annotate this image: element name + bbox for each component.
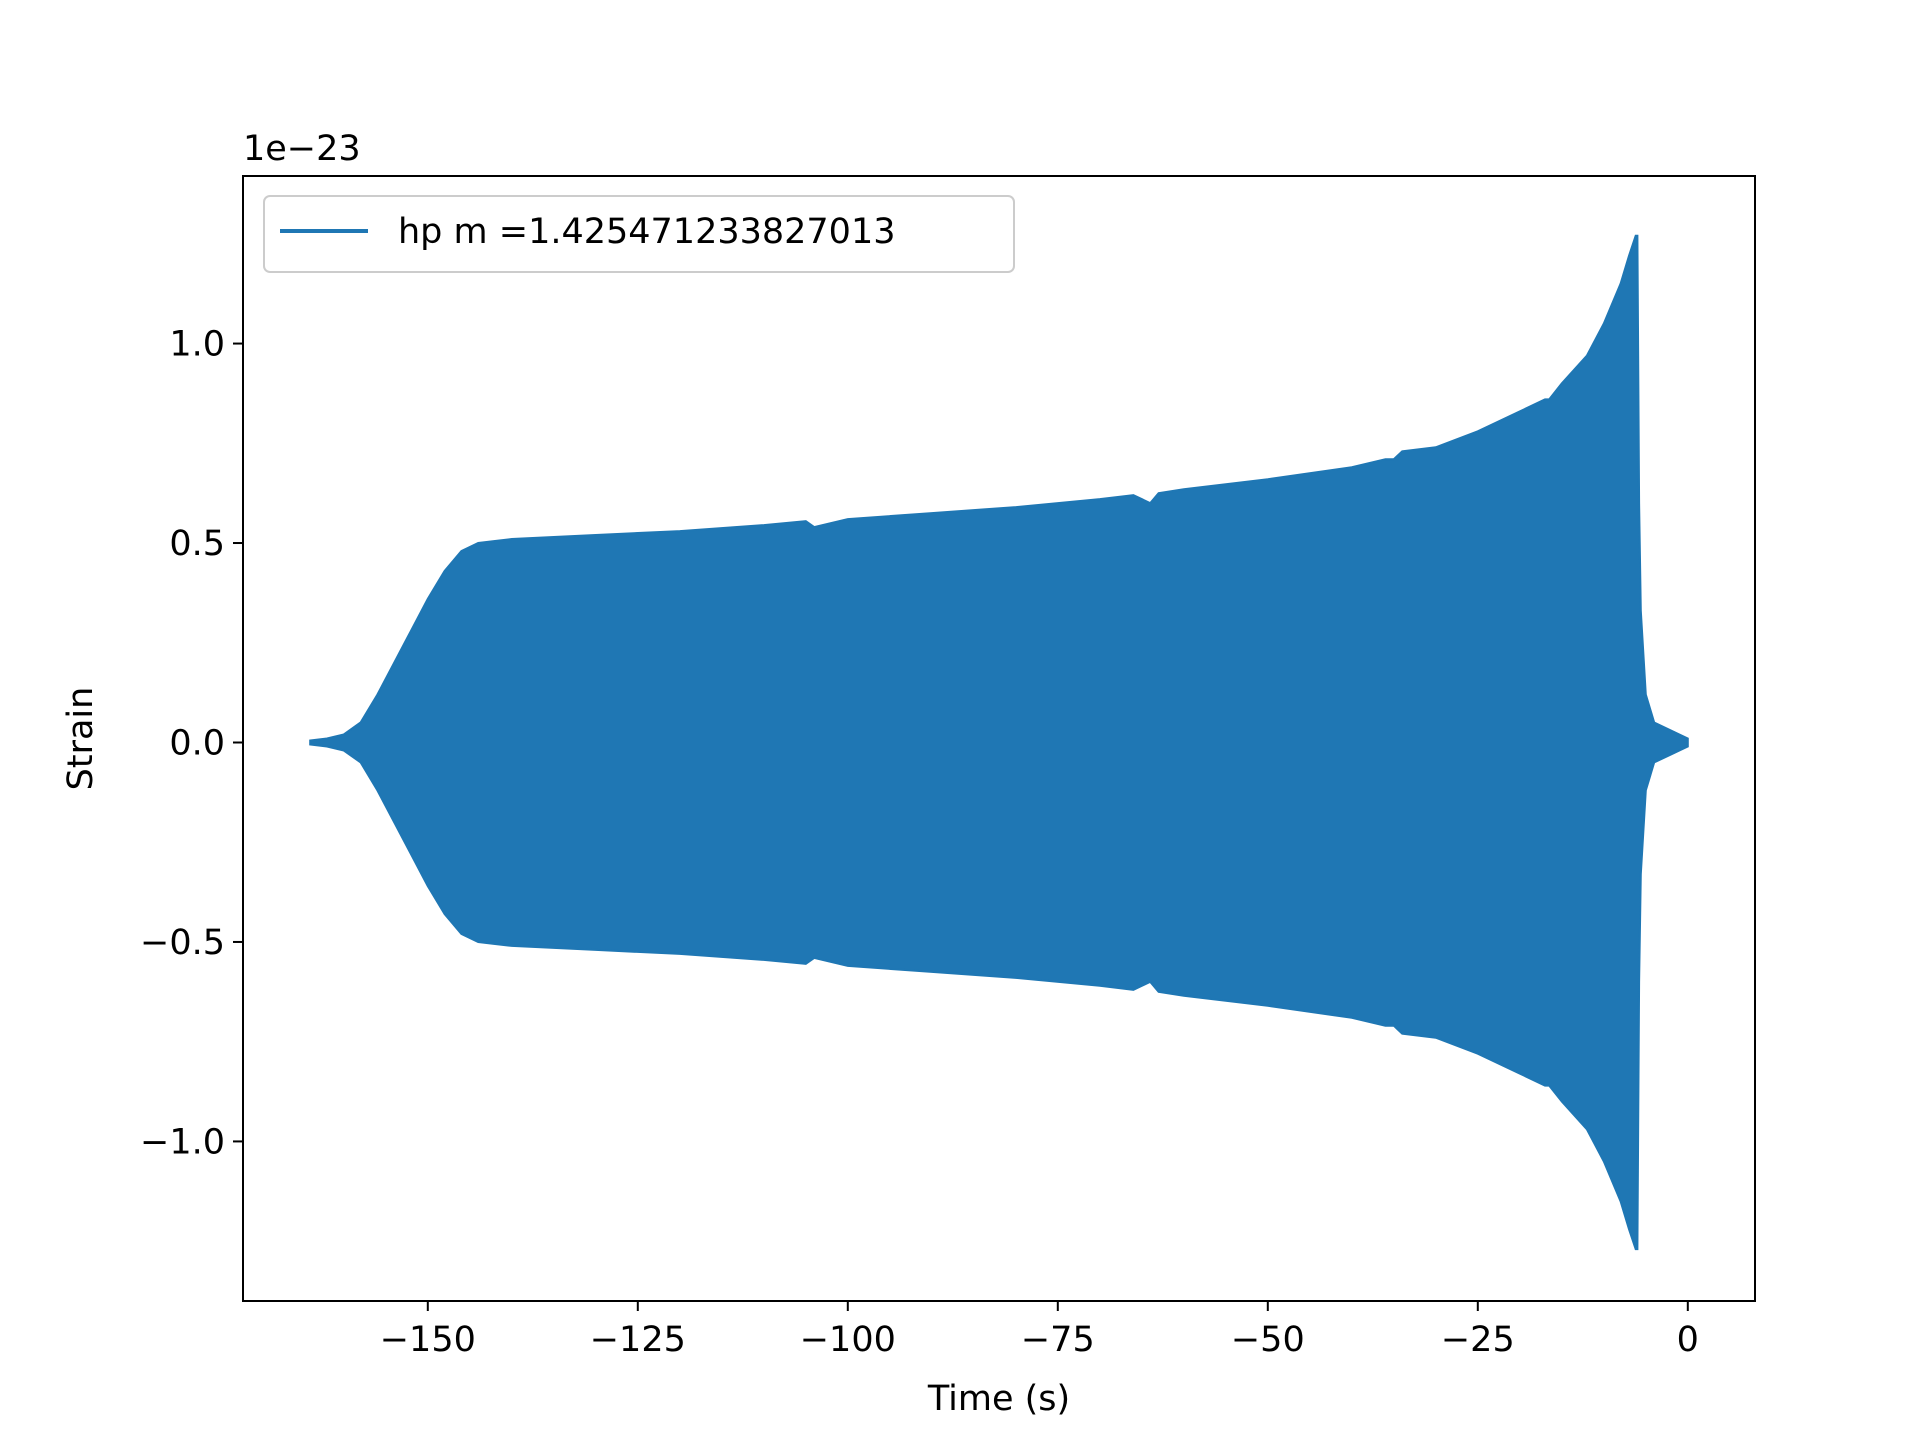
legend: hp m =1.425471233827013 [263,195,1015,273]
x-tick-label: −125 [590,1320,686,1360]
x-tick-label: −50 [1231,1320,1305,1360]
axes-frame [242,175,1756,1302]
plot-area [309,234,1689,1251]
y-axis-offset-label: 1e−23 [243,129,361,169]
x-tick-label: 0 [1677,1320,1699,1360]
x-tick-label: −25 [1441,1320,1515,1360]
y-tick-label: −1.0 [140,1122,225,1162]
y-tick-label: 0.5 [169,524,225,564]
x-axis-label: Time (s) [927,1379,1070,1419]
y-tick-label: 1.0 [169,325,225,365]
y-tick-label: −0.5 [140,923,225,963]
x-tick-label: −75 [1021,1320,1095,1360]
legend-box [263,195,1015,273]
series-hp-waveform [309,234,1689,1251]
y-tick-label: 0.0 [169,723,225,763]
x-tick-label: −100 [800,1320,896,1360]
y-axis-label: Strain [61,687,101,791]
x-axis: −150 −125 −100 −75 −50 −25 0 [380,1301,1699,1360]
y-axis: −1.0 −0.5 0.0 0.5 1.0 [140,325,243,1162]
x-tick-label: −150 [380,1320,476,1360]
legend-label: hp m =1.425471233827013 [398,212,896,252]
